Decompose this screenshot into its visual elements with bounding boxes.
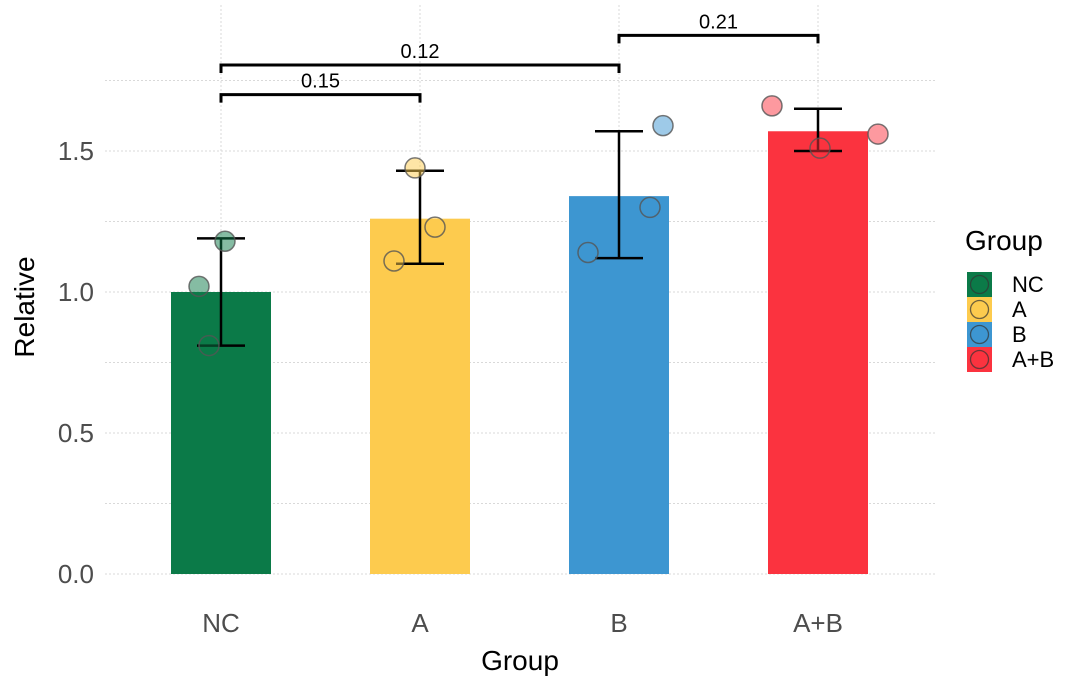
data-point	[424, 216, 446, 238]
legend-point-icon	[969, 349, 990, 370]
bracket	[219, 63, 621, 73]
legend-title: Group	[965, 225, 1043, 256]
x-tick-label: B	[610, 608, 627, 638]
y-tick-label: 1.0	[58, 277, 94, 307]
y-axis-title: Relative	[9, 256, 40, 357]
legend-key	[967, 322, 992, 347]
data-point	[383, 250, 405, 272]
legend-key	[967, 297, 992, 322]
x-axis-title: Group	[481, 645, 559, 676]
x-tick-label: A	[411, 608, 429, 638]
legend-point-icon	[969, 299, 990, 320]
data-point	[867, 123, 889, 145]
comparison-brackets: 0.15 0.12 0.21	[219, 11, 820, 103]
data-point	[652, 114, 674, 137]
data-point	[188, 275, 210, 298]
bar-A+B	[768, 131, 868, 574]
bracket	[617, 33, 820, 44]
y-tick-label: 1.5	[58, 136, 94, 166]
y-tick-label: 0.0	[58, 559, 94, 589]
data-point	[761, 95, 783, 117]
y-tick-label: 0.5	[58, 418, 94, 448]
x-tick-label: NC	[202, 608, 240, 638]
legend-label: NC	[1012, 272, 1044, 297]
bars	[171, 131, 868, 574]
p-value-label: 0.15	[301, 71, 340, 93]
data-points	[188, 95, 889, 357]
bracket	[219, 93, 422, 103]
legend-point-icon	[969, 274, 990, 295]
data-point	[577, 241, 599, 264]
data-point	[404, 157, 426, 179]
legend-point-icon	[969, 324, 990, 345]
data-point	[214, 230, 236, 252]
data-point	[809, 137, 831, 159]
legend-label: B	[1012, 322, 1027, 347]
legend-key	[967, 272, 992, 297]
p-value-label: 0.21	[699, 11, 738, 33]
error-bars	[197, 107, 842, 347]
x-axis-ticks: NC A B A+B	[202, 608, 843, 638]
x-tick-label: A+B	[793, 608, 843, 638]
data-point	[639, 196, 661, 219]
data-point	[198, 334, 220, 357]
bar-A	[370, 218, 470, 574]
p-value-label: 0.12	[401, 41, 440, 63]
legend-label: A	[1012, 297, 1027, 322]
legend-label: A+B	[1012, 347, 1054, 372]
legend-key	[967, 347, 992, 372]
y-axis-ticks: 0.0 0.5 1.0 1.5	[58, 136, 94, 589]
